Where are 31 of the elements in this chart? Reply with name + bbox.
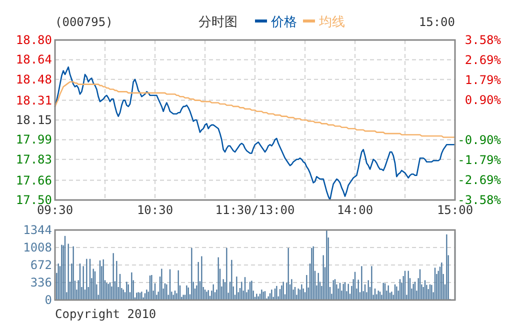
y-tick-label: 18.15 bbox=[16, 113, 52, 127]
y-tick-label: 336 bbox=[30, 276, 52, 290]
x-tick-label: 09:30 bbox=[36, 203, 74, 217]
y-tick-label: 1344 bbox=[23, 223, 52, 237]
y-tick-label: 17.66 bbox=[16, 173, 52, 188]
x-tick-label: 10:30 bbox=[136, 203, 174, 217]
y2-tick-label: 3.58% bbox=[464, 33, 502, 47]
legend-label: 价格 bbox=[270, 15, 297, 30]
y-tick-label: 1008 bbox=[23, 240, 52, 254]
y-tick-label: 18.64 bbox=[16, 52, 52, 67]
y2-tick-label: -2.69% bbox=[458, 173, 502, 188]
y-tick-label: 18.80 bbox=[16, 33, 52, 47]
y2-tick-label: 2.69% bbox=[464, 52, 502, 67]
y2-tick-label: 0.90% bbox=[464, 92, 502, 107]
y-tick-label: 672 bbox=[30, 258, 52, 272]
legend-label: 均线 bbox=[318, 15, 345, 30]
y2-tick-label: -1.79% bbox=[458, 153, 502, 167]
y2-tick-label: 1.79% bbox=[464, 73, 502, 87]
y-tick-label: 17.99 bbox=[16, 132, 52, 147]
y-tick-label: 0 bbox=[44, 293, 52, 307]
chart-title: 分时图 bbox=[198, 15, 238, 30]
text: Copyright 2010 bbox=[55, 307, 156, 321]
x-tick-label: 15:00 bbox=[436, 203, 474, 217]
text: (000795) bbox=[55, 15, 113, 29]
y-tick-label: 17.83 bbox=[16, 152, 52, 166]
y2-tick-label: -0.90% bbox=[458, 133, 502, 148]
y-tick-label: 18.48 bbox=[16, 72, 52, 86]
x-tick-label: 14:00 bbox=[336, 203, 374, 217]
x-tick-label: 11:30/13:00 bbox=[215, 203, 295, 217]
y-tick-label: 18.31 bbox=[16, 93, 52, 108]
text: 15:00 bbox=[418, 15, 455, 29]
